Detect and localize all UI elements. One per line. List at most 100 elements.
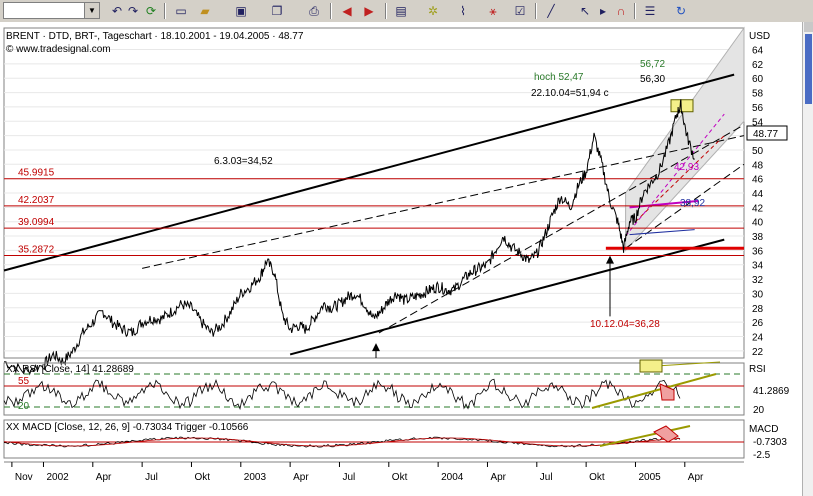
x-tick-label: Apr [293, 472, 309, 483]
toolbar: ▼ ↶ ↷ ⟳ ▭ ▰ ▣ ❐ ⎙ ◀ ▶ ▤ ✲ ⌇ ⚹ ☑ ╱ ↖ ▸ ∩ … [0, 0, 813, 23]
y-tick-label: 42 [752, 203, 764, 214]
annotation-label: 38,92 [680, 198, 705, 209]
drawing-icon[interactable]: ⚹ [489, 4, 497, 18]
line-tool-icon[interactable]: ╱ [547, 4, 555, 18]
window-icon[interactable]: ▤ [395, 4, 407, 18]
y-tick-label: 36 [752, 246, 764, 257]
x-tick-label: Jul [540, 472, 553, 483]
rsi-last-value: 41.2869 [753, 386, 790, 397]
back-icon[interactable]: ◀ [342, 4, 352, 18]
magnet-icon[interactable]: ∩ [616, 4, 626, 18]
rsi-title: XX RSI [Close, 14] 41.28689 [6, 364, 134, 375]
open-icon[interactable]: ▰ [200, 4, 210, 18]
y-tick-label: 30 [752, 289, 764, 300]
magenta-dashed-line [625, 113, 725, 237]
y-tick-label: 46 [752, 175, 764, 186]
annotation-label: 42,93 [674, 162, 699, 173]
x-axis: Nov 2002 Apr Jul Okt 2003 Apr Jul Okt 2004 Apr Jul O… [4, 461, 744, 483]
rsi-frame [3, 362, 745, 416]
indicator-icon[interactable]: ⌇ [460, 4, 466, 18]
properties-icon[interactable]: ☑ [514, 4, 526, 18]
redo-icon[interactable]: ↷ [127, 4, 139, 18]
arrow-up-icon [606, 255, 614, 264]
print-icon[interactable]: ⎙ [309, 4, 319, 18]
rsi-line [3, 378, 681, 411]
undo-icon[interactable]: ↶ [111, 4, 123, 18]
annotation-label: 10.12.04=36,28 [590, 319, 660, 330]
y-tick-label: 58 [752, 89, 764, 100]
tile-icon[interactable]: ✲ [427, 4, 439, 18]
price-panel: 45.9915 42.2037 39.0994 35.2872 22 24 26 28 30 3… [3, 26, 788, 376]
panel-strip [805, 34, 812, 104]
rsi-panel: 55 20 XX RSI [Close, 14] 41.28689 RSI 41… [3, 359, 790, 416]
x-tick-label: Jul [145, 472, 158, 483]
y-tick-label: 40 [752, 218, 764, 229]
y-tick-label: 62 [752, 60, 764, 71]
last-value-box [746, 125, 788, 141]
annotation-label: 56,72 [640, 59, 665, 70]
reload-icon[interactable]: ↻ [675, 4, 687, 18]
right-side-panel [802, 22, 813, 496]
dashed-trendline-2 [142, 135, 745, 269]
macd-highlight-red [653, 425, 679, 443]
macd-tick: -2.5 [753, 450, 771, 461]
macd-panel: XX MACD [Close, 12, 26, 9] -0.73034 Trig… [3, 419, 787, 461]
level-label: 39.0994 [18, 217, 55, 228]
rsi-tick-20: 20 [753, 405, 765, 416]
annotation-label: hoch 52,47 [534, 72, 584, 83]
settings-icon[interactable]: ☰ [644, 4, 656, 18]
refresh-icon[interactable]: ⟳ [145, 4, 157, 18]
toolbar-separator [385, 3, 387, 19]
x-tick-label: Jul [342, 472, 355, 483]
annotation-label: 6.3.03=34,52 [214, 156, 273, 167]
toolbar-separator [330, 3, 332, 19]
price-highlight-box [670, 99, 694, 113]
level-label: 45.9915 [18, 168, 55, 179]
chart-background [0, 22, 802, 496]
rsi-level-55: 55 [18, 376, 30, 387]
chevron-down-icon[interactable]: ▼ [84, 3, 99, 18]
lower-trendline [289, 238, 725, 356]
chart-title: BRENT · DTD, BRT-, Tageschart · 18.10.20… [6, 31, 304, 42]
y-tick-label: 56 [752, 103, 764, 114]
macd-frame [3, 419, 745, 459]
y-tick-label: 34 [752, 261, 764, 272]
level-label: 35.2872 [18, 245, 55, 256]
zoom-icon[interactable]: ▸ [599, 4, 607, 18]
new-icon[interactable]: ▭ [175, 4, 187, 18]
y-tick-label: 28 [752, 304, 764, 315]
x-tick-label: Apr [96, 472, 112, 483]
x-tick-label: Apr [688, 472, 704, 483]
save-icon[interactable]: ▣ [235, 4, 247, 18]
macd-title: XX MACD [Close, 12, 26, 9] -0.73034 Trig… [6, 422, 249, 433]
rsi-highlight-red [659, 383, 675, 401]
y-tick-label: 54 [752, 117, 764, 128]
symbol-combo[interactable]: ▼ [3, 2, 100, 19]
rsi-level-20: 20 [18, 401, 30, 412]
annotation-label: 22.10.04=51,94 c [531, 88, 609, 99]
y-tick-label: 48 [752, 160, 764, 171]
macd-last-value: -0.7303 [753, 437, 787, 448]
x-ticks: Nov 2002 Apr Jul Okt 2003 Apr Jul Okt 2004 Apr Jul O… [11, 462, 704, 483]
rsi-trendline [591, 373, 717, 409]
x-tick-label: 2003 [244, 472, 267, 483]
toolbar-separator [535, 3, 537, 19]
y-tick-label: 60 [752, 74, 764, 85]
x-tick-label: Nov [15, 472, 33, 483]
horizontal-levels: 45.9915 42.2037 39.0994 35.2872 [4, 168, 744, 257]
cursor-icon[interactable]: ↖ [579, 4, 591, 18]
arrow-up-icon [372, 343, 380, 352]
chart-area: 45.9915 42.2037 39.0994 35.2872 22 24 26 28 30 3… [0, 22, 802, 496]
panel-tab[interactable] [804, 22, 813, 32]
copy-icon[interactable]: ❐ [271, 4, 283, 18]
forward-icon[interactable]: ▶ [364, 4, 374, 18]
level-label: 42.2037 [18, 195, 55, 206]
y-tick-label: 44 [752, 189, 764, 200]
x-tick-label: Apr [490, 472, 506, 483]
macd-trendline [599, 425, 691, 447]
dashed-trendline [378, 124, 745, 334]
x-tick-label: 2004 [441, 472, 464, 483]
y-tick-label: 50 [752, 146, 764, 157]
macd-trigger-line [3, 437, 681, 447]
macd-axis-label: MACD [749, 424, 778, 435]
